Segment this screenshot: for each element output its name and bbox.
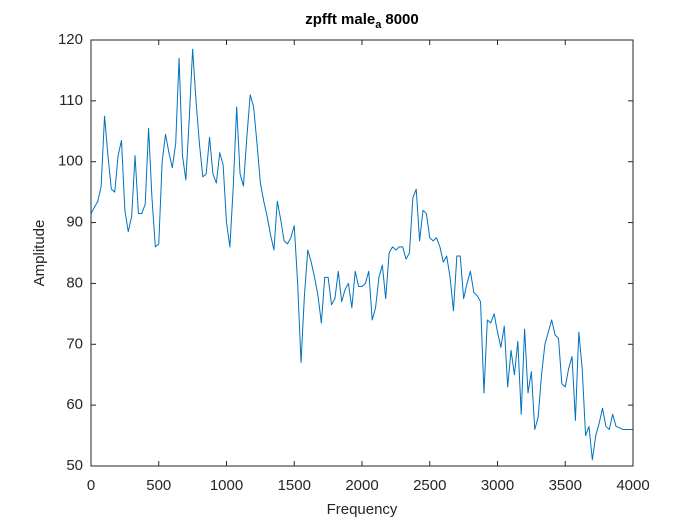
x-tick-label: 3500	[549, 477, 582, 494]
y-tick-label: 50	[66, 457, 83, 474]
y-tick-label: 70	[66, 335, 83, 352]
x-tick-label: 2000	[345, 477, 378, 494]
plot-area	[91, 40, 633, 466]
x-axis-label: Frequency	[327, 501, 398, 518]
x-tick-label: 3000	[481, 477, 514, 494]
title-suffix: 8000	[385, 11, 418, 28]
x-tick-label: 4000	[616, 477, 649, 494]
chart-title: zpfft malea 8000	[305, 11, 419, 31]
x-tick-label: 1500	[278, 477, 311, 494]
y-tick-label: 90	[66, 214, 83, 231]
x-tick-label: 0	[87, 477, 95, 494]
title-main: zpfft male	[305, 11, 375, 28]
y-axis-label: Amplitude	[31, 220, 48, 287]
title-subscript: a	[375, 19, 382, 31]
data-line	[90, 48, 633, 461]
x-tick-label: 500	[146, 477, 171, 494]
axes-box	[90, 39, 634, 467]
y-tick-label: 100	[58, 153, 83, 170]
y-tick-label: 110	[59, 92, 83, 109]
y-tick-label: 60	[66, 396, 83, 413]
x-tick-label: 1000	[210, 477, 243, 494]
x-tick-label: 2500	[413, 477, 446, 494]
y-tick-label: 80	[66, 274, 83, 291]
y-tick-label: 120	[58, 31, 83, 48]
